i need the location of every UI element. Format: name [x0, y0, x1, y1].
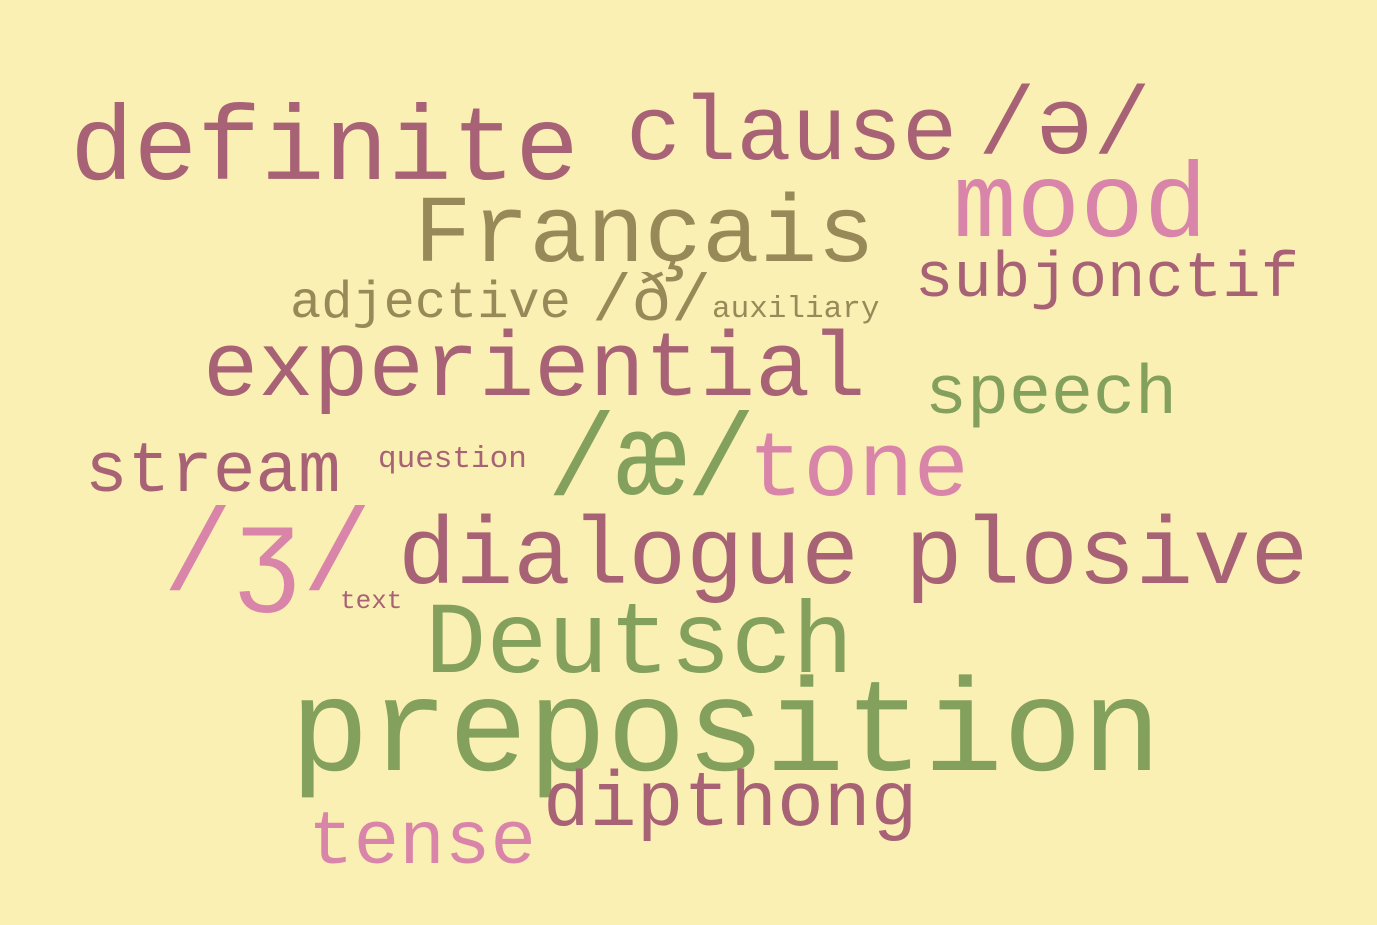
word-clause: clause	[626, 82, 958, 187]
word-mood: mood	[953, 148, 1208, 268]
word-deutsch: Deutsch	[425, 587, 854, 703]
word-experiential: experiential	[203, 318, 866, 423]
word-preposition: preposition	[290, 660, 1162, 810]
word-speech: speech	[925, 356, 1178, 435]
word-auxiliary: auxiliary	[712, 292, 880, 327]
word-dialogue: dialogue	[398, 503, 859, 612]
word-question: question	[378, 442, 527, 477]
word-stream: stream	[85, 433, 341, 513]
word-dipthong: dipthong	[543, 761, 918, 849]
word-plosive: plosive	[905, 503, 1309, 612]
word-francais: Français	[414, 181, 875, 290]
word-adjective: adjective	[290, 274, 571, 333]
word-text: text	[340, 586, 403, 616]
word-ash: /æ/	[547, 397, 756, 529]
word-eth: /ð/	[592, 265, 711, 340]
word-schwa: /ə/	[978, 73, 1151, 182]
word-tense: tense	[308, 800, 537, 886]
word-subjonctif: subjonctif	[915, 244, 1300, 316]
word-tone: tone	[748, 418, 969, 523]
word-definite: definite	[70, 91, 579, 211]
word-ezh: /ʒ/	[163, 492, 372, 624]
